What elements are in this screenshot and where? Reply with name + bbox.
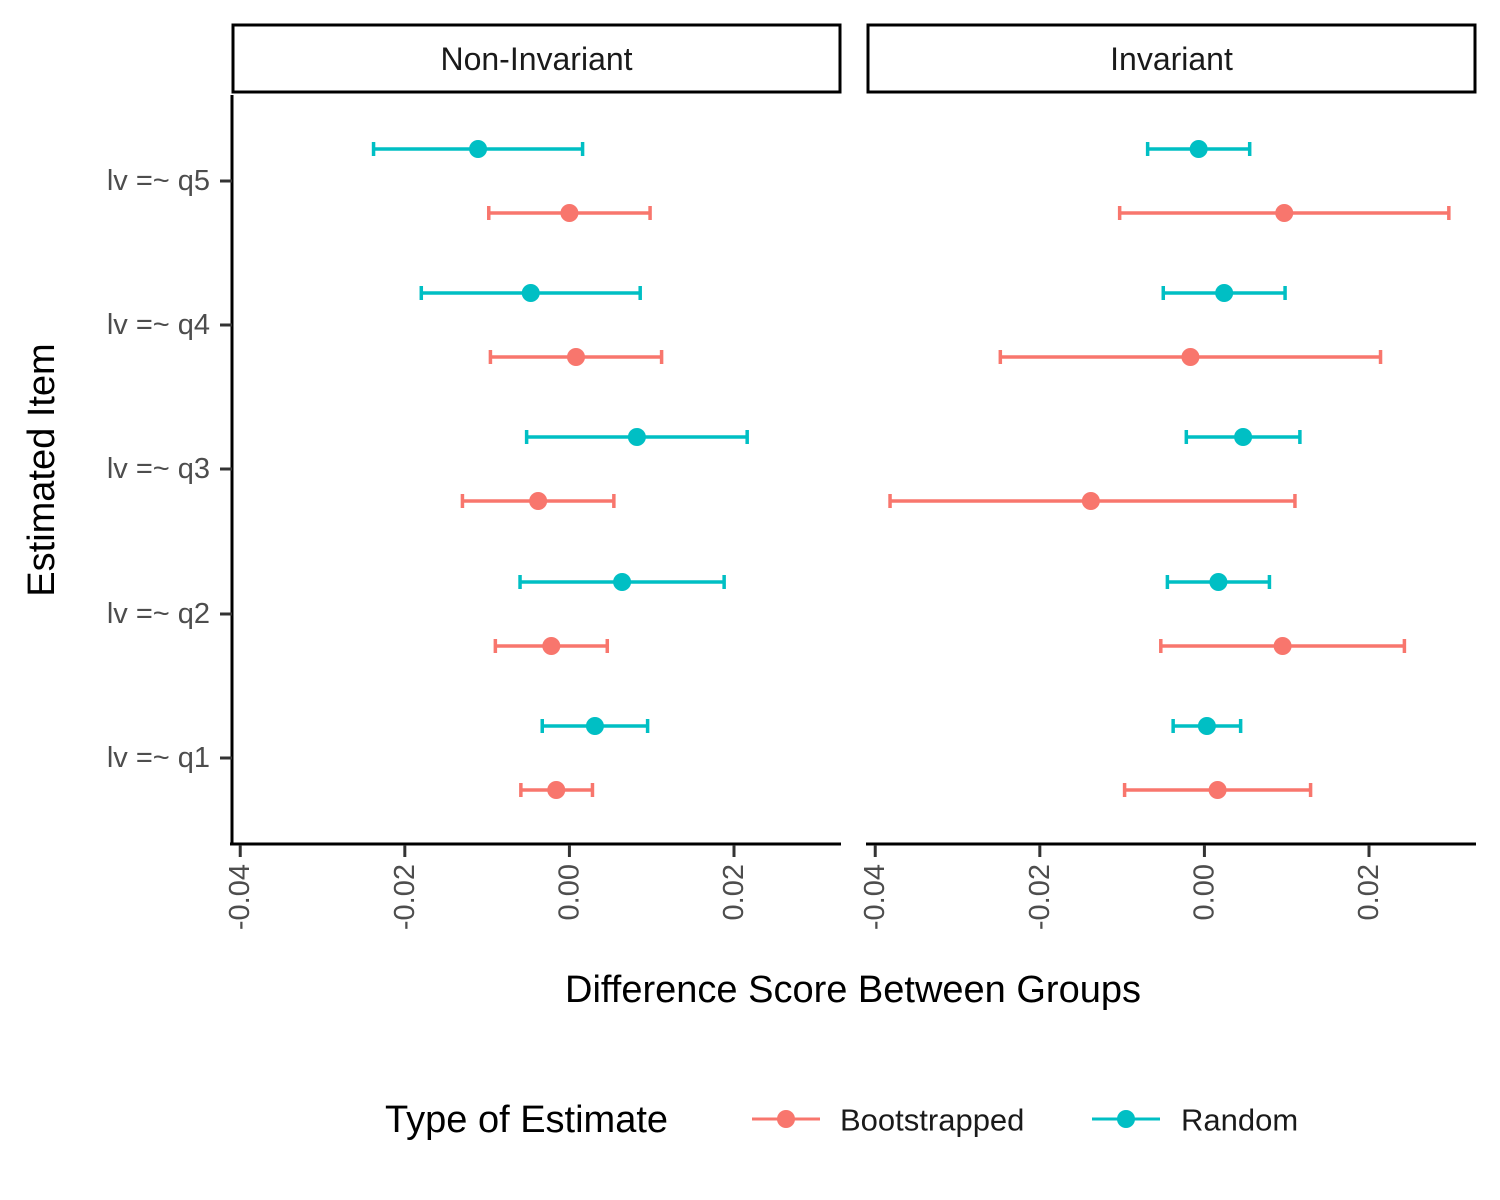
- x-tick-label-invariant-2: 0.00: [1188, 864, 1220, 920]
- point-random-invariant-lv-q1: [1197, 717, 1216, 735]
- legend-key-random: [1092, 1110, 1160, 1128]
- point-random-non-invariant-lv-q1: [585, 717, 604, 735]
- legend: Type of Estimate Bootstrapped Random: [385, 1099, 1298, 1141]
- point-random-invariant-lv-q3: [1234, 428, 1253, 446]
- point-random-non-invariant-lv-q5: [469, 140, 488, 158]
- x-tick-label-invariant-3: 0.02: [1353, 864, 1385, 920]
- y-axis-title: Estimated Item: [21, 343, 63, 596]
- point-random-invariant-lv-q2: [1209, 573, 1228, 591]
- point-bootstrapped-invariant-lv-q3: [1081, 492, 1100, 510]
- x-tick-label-non-invariant-1: -0.02: [389, 864, 421, 930]
- facet-label-non-invariant: Non-Invariant: [440, 41, 632, 77]
- point-random-non-invariant-lv-q2: [613, 573, 632, 591]
- point-bootstrapped-invariant-lv-q5: [1275, 204, 1294, 222]
- x-axis-title: Difference Score Between Groups: [565, 969, 1141, 1011]
- point-random-invariant-lv-q4: [1215, 284, 1234, 302]
- point-bootstrapped-non-invariant-lv-q4: [567, 348, 586, 366]
- y-tick-label-lv-q3: lv =~ q3: [107, 453, 210, 485]
- point-bootstrapped-invariant-lv-q1: [1208, 781, 1227, 799]
- x-tick-label-non-invariant-3: 0.02: [718, 864, 750, 920]
- point-bootstrapped-invariant-lv-q2: [1273, 637, 1292, 655]
- point-bootstrapped-non-invariant-lv-q5: [560, 204, 579, 222]
- point-bootstrapped-non-invariant-lv-q2: [542, 637, 561, 655]
- facet-strip-non-invariant: Non-Invariant: [231, 23, 842, 94]
- data-marks: [371, 140, 1451, 799]
- point-random-non-invariant-lv-q4: [521, 284, 540, 302]
- legend-key-bootstrapped: [752, 1110, 820, 1128]
- y-tick-label-lv-q5: lv =~ q5: [107, 165, 210, 197]
- facet-strip-invariant: Invariant: [866, 23, 1477, 94]
- x-tick-label-non-invariant-0: -0.04: [224, 864, 256, 930]
- y-tick-label-lv-q4: lv =~ q4: [107, 309, 210, 341]
- legend-label-bootstrapped: Bootstrapped: [840, 1103, 1024, 1138]
- x-tick-label-invariant-1: -0.02: [1024, 864, 1056, 930]
- point-bootstrapped-non-invariant-lv-q3: [529, 492, 548, 510]
- y-axis-ticks: lv =~ q1 lv =~ q2 lv =~ q3 lv =~ q4 lv =~ q5: [107, 165, 232, 774]
- point-random-non-invariant-lv-q3: [627, 428, 646, 446]
- x-tick-label-invariant-0: -0.04: [859, 864, 891, 930]
- x-tick-label-non-invariant-2: 0.00: [553, 864, 585, 920]
- y-tick-label-lv-q1: lv =~ q1: [107, 742, 210, 774]
- legend-title: Type of Estimate: [385, 1099, 668, 1141]
- facet-label-invariant: Invariant: [1110, 41, 1233, 77]
- legend-label-random: Random: [1181, 1103, 1298, 1138]
- point-bootstrapped-invariant-lv-q4: [1181, 348, 1200, 366]
- x-axis-ticks: -0.04 -0.02 0.00 0.02 -0.04 -0.02 0.00 0.02: [224, 845, 1385, 930]
- y-tick-label-lv-q2: lv =~ q2: [107, 598, 210, 630]
- point-random-invariant-lv-q5: [1189, 140, 1208, 158]
- point-bootstrapped-non-invariant-lv-q1: [547, 781, 566, 799]
